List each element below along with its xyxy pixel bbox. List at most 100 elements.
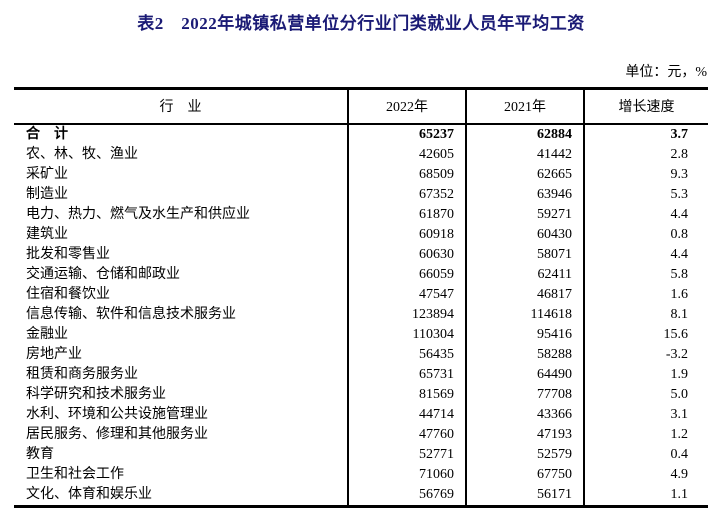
industry-cell: 电力、热力、燃气及水生产和供应业 — [26, 206, 250, 222]
table-row: 农、林、牧、渔业 42605 41442 2.8 — [14, 144, 708, 165]
value-2022-cell: 123894 — [347, 304, 466, 325]
industry-cell: 农、林、牧、渔业 — [26, 146, 138, 162]
total-row: 合 计 65237 62884 3.7 — [14, 123, 708, 145]
value-2022-cell: 81569 — [347, 384, 466, 405]
value-2021-cell: 64490 — [465, 364, 584, 385]
table-row: 教育 52771 52579 0.4 — [14, 444, 708, 465]
value-2021-cell: 114618 — [465, 304, 584, 325]
table-row: 卫生和社会工作 71060 67750 4.9 — [14, 464, 708, 485]
growth-cell: 3.7 — [583, 123, 708, 145]
value-2022-cell: 47760 — [347, 424, 466, 445]
value-2021-cell: 43366 — [465, 404, 584, 425]
col-header-2021: 2021年 — [465, 88, 584, 125]
value-2022-cell: 66059 — [347, 264, 466, 285]
value-2022-cell: 61870 — [347, 204, 466, 225]
growth-cell: 15.6 — [583, 324, 708, 345]
col-header-industry: 行 业 — [14, 88, 348, 125]
growth-cell: 5.8 — [583, 264, 708, 285]
growth-cell: 4.4 — [583, 244, 708, 265]
industry-cell: 建筑业 — [26, 226, 68, 242]
value-2021-cell: 67750 — [465, 464, 584, 485]
table-row: 批发和零售业 60630 58071 4.4 — [14, 244, 708, 265]
table-row: 采矿业 68509 62665 9.3 — [14, 164, 708, 185]
industry-cell: 居民服务、修理和其他服务业 — [26, 426, 208, 442]
table-row: 科学研究和技术服务业 81569 77708 5.0 — [14, 384, 708, 405]
value-2022-cell: 52771 — [347, 444, 466, 465]
growth-cell: 0.4 — [583, 444, 708, 465]
industry-cell: 文化、体育和娱乐业 — [26, 486, 152, 502]
value-2021-cell: 63946 — [465, 184, 584, 205]
table-row: 房地产业 56435 58288 -3.2 — [14, 344, 708, 365]
table-row: 建筑业 60918 60430 0.8 — [14, 224, 708, 245]
value-2022-cell: 110304 — [347, 324, 466, 345]
unit-label: 单位：元，% — [625, 65, 707, 80]
industry-cell: 科学研究和技术服务业 — [26, 386, 166, 402]
value-2022-cell: 71060 — [347, 464, 466, 485]
industry-cell: 房地产业 — [26, 346, 82, 362]
industry-cell: 采矿业 — [26, 166, 68, 182]
industry-cell: 合 计 — [26, 126, 68, 142]
table-row: 居民服务、修理和其他服务业 47760 47193 1.2 — [14, 424, 708, 445]
col-header-2022: 2022年 — [347, 88, 466, 125]
value-2021-cell: 62884 — [465, 123, 584, 145]
table-body: 合 计 65237 62884 3.7 农、林、牧、渔业 42605 41442 2.8 采矿业… — [14, 123, 708, 506]
value-2021-cell: 60430 — [465, 224, 584, 245]
value-2021-cell: 59271 — [465, 204, 584, 225]
table-row: 租赁和商务服务业 65731 64490 1.9 — [14, 364, 708, 385]
wage-table: 行 业 2022年 2021年 增长速度 合 计 65237 62884 3.7 农、林… — [14, 87, 708, 508]
col-header-growth: 增长速度 — [583, 88, 708, 125]
growth-cell: -3.2 — [583, 344, 708, 365]
growth-cell: 1.6 — [583, 284, 708, 305]
table-row: 电力、热力、燃气及水生产和供应业 61870 59271 4.4 — [14, 204, 708, 225]
value-2021-cell: 58071 — [465, 244, 584, 265]
growth-cell: 9.3 — [583, 164, 708, 185]
growth-cell: 8.1 — [583, 304, 708, 325]
value-2022-cell: 56435 — [347, 344, 466, 365]
table-row: 水利、环境和公共设施管理业 44714 43366 3.1 — [14, 404, 708, 425]
industry-cell: 制造业 — [26, 186, 68, 202]
value-2021-cell: 41442 — [465, 144, 584, 165]
growth-cell: 2.8 — [583, 144, 708, 165]
value-2022-cell: 60918 — [347, 224, 466, 245]
value-2022-cell: 42605 — [347, 144, 466, 165]
value-2022-cell: 65237 — [347, 123, 466, 145]
growth-cell: 1.9 — [583, 364, 708, 385]
value-2022-cell: 68509 — [347, 164, 466, 185]
value-2022-cell: 67352 — [347, 184, 466, 205]
industry-cell: 租赁和商务服务业 — [26, 366, 138, 382]
value-2021-cell: 77708 — [465, 384, 584, 405]
industry-cell: 交通运输、仓储和邮政业 — [26, 266, 180, 282]
growth-cell: 4.9 — [583, 464, 708, 485]
value-2021-cell: 58288 — [465, 344, 584, 365]
value-2021-cell: 95416 — [465, 324, 584, 345]
industry-cell: 教育 — [26, 446, 54, 462]
table-row: 交通运输、仓储和邮政业 66059 62411 5.8 — [14, 264, 708, 285]
growth-cell: 5.0 — [583, 384, 708, 405]
industry-cell: 金融业 — [26, 326, 68, 342]
value-2022-cell: 44714 — [347, 404, 466, 425]
growth-cell: 3.1 — [583, 404, 708, 425]
growth-cell: 1.1 — [583, 484, 708, 506]
growth-cell: 4.4 — [583, 204, 708, 225]
value-2022-cell: 65731 — [347, 364, 466, 385]
value-2022-cell: 47547 — [347, 284, 466, 305]
table-row: 文化、体育和娱乐业 56769 56171 1.1 — [14, 484, 708, 506]
industry-cell: 批发和零售业 — [26, 246, 110, 262]
value-2021-cell: 52579 — [465, 444, 584, 465]
growth-cell: 5.3 — [583, 184, 708, 205]
header-row: 行 业 2022年 2021年 增长速度 — [14, 88, 708, 125]
table-row: 金融业 110304 95416 15.6 — [14, 324, 708, 345]
table-row: 住宿和餐饮业 47547 46817 1.6 — [14, 284, 708, 305]
industry-cell: 水利、环境和公共设施管理业 — [26, 406, 208, 422]
value-2021-cell: 62665 — [465, 164, 584, 185]
table-row: 信息传输、软件和信息技术服务业 123894 114618 8.1 — [14, 304, 708, 325]
value-2022-cell: 56769 — [347, 484, 466, 506]
industry-cell: 信息传输、软件和信息技术服务业 — [26, 306, 236, 322]
growth-cell: 1.2 — [583, 424, 708, 445]
value-2021-cell: 62411 — [465, 264, 584, 285]
value-2021-cell: 56171 — [465, 484, 584, 506]
industry-cell: 卫生和社会工作 — [26, 466, 124, 482]
table-title: 表2 2022年城镇私营单位分行业门类就业人员年平均工资 — [137, 14, 585, 33]
value-2021-cell: 47193 — [465, 424, 584, 445]
value-2022-cell: 60630 — [347, 244, 466, 265]
